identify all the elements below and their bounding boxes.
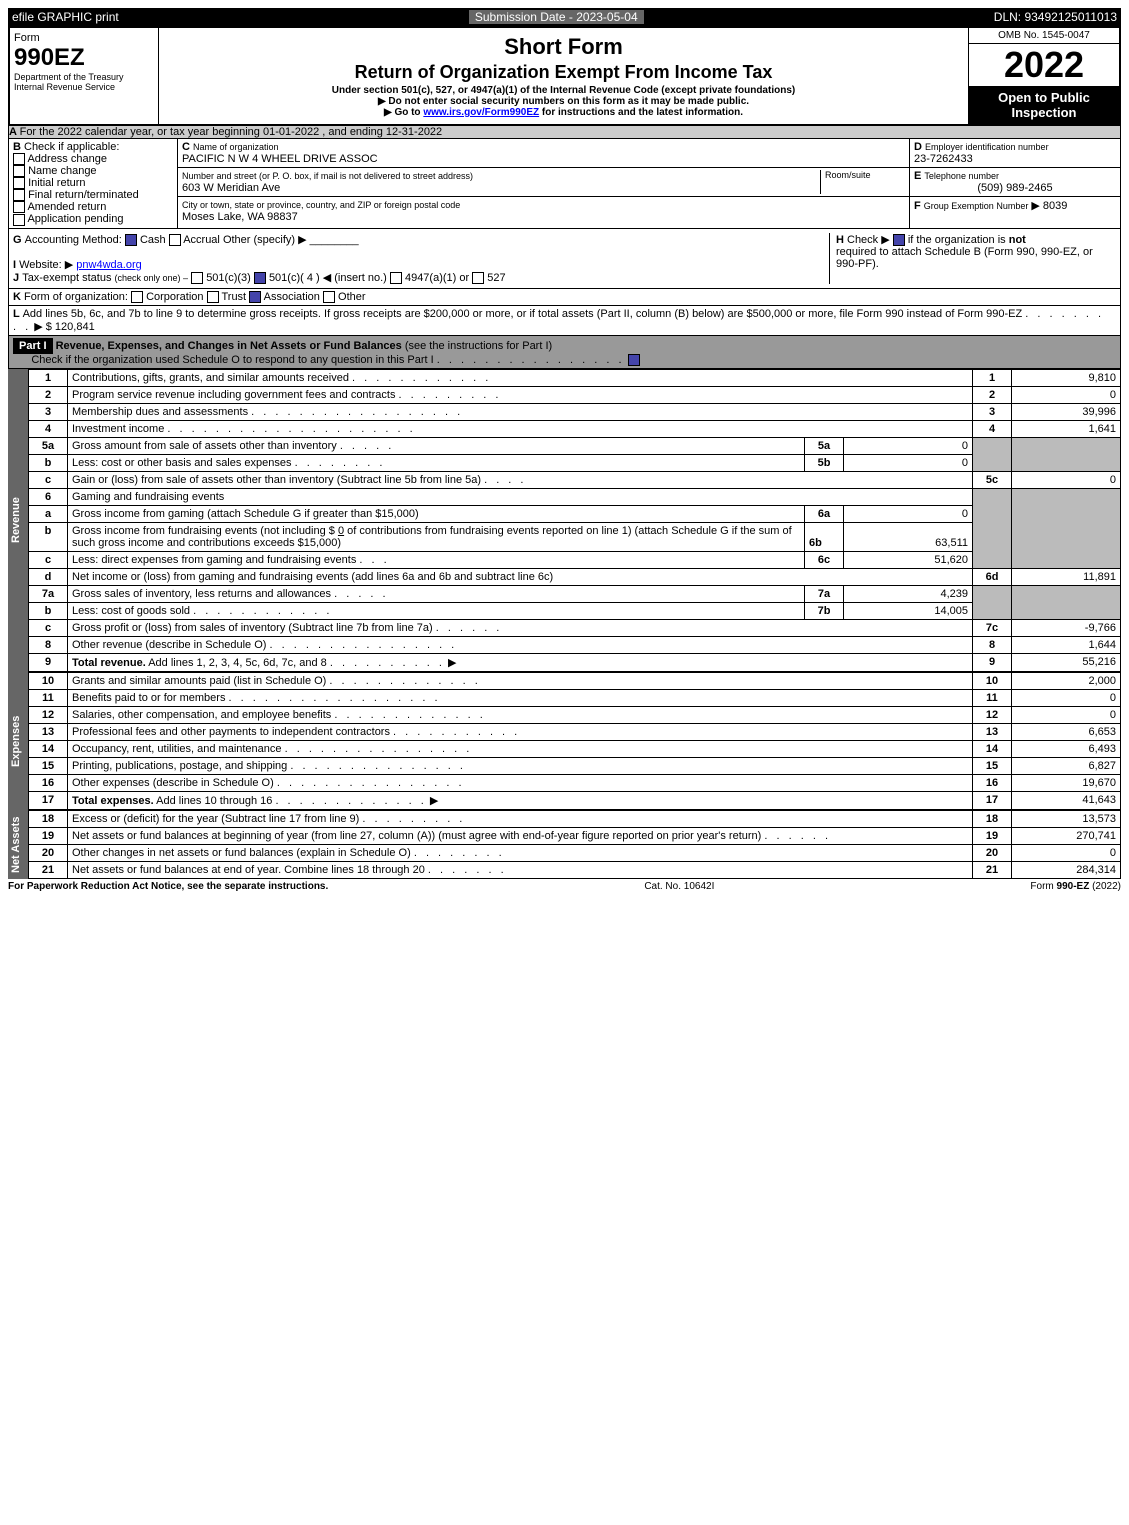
amt-1: 9,810 — [1012, 369, 1121, 386]
amt-9: 55,216 — [1012, 653, 1121, 671]
amt-2: 0 — [1012, 386, 1121, 403]
check-initial[interactable] — [13, 177, 25, 189]
B-label: Check if applicable: — [24, 141, 119, 153]
amt-4: 1,641 — [1012, 420, 1121, 437]
L-line: L Add lines 5b, 6c, and 7b to line 9 to … — [8, 306, 1121, 336]
amt-7c: -9,766 — [1012, 619, 1121, 636]
amt-11: 0 — [1012, 689, 1121, 706]
check-pending[interactable] — [13, 214, 25, 226]
sub-7a: 4,239 — [843, 586, 972, 602]
amt-10: 2,000 — [1012, 672, 1121, 689]
check-address[interactable] — [13, 153, 25, 165]
dln: DLN: 93492125011013 — [994, 10, 1117, 24]
amt-14: 6,493 — [1012, 740, 1121, 757]
goto-note: ▶ Go to www.irs.gov/Form990EZ for instru… — [163, 107, 964, 118]
check-501c[interactable] — [254, 272, 266, 284]
check-assoc[interactable] — [249, 291, 261, 303]
city: Moses Lake, WA 98837 — [182, 211, 298, 223]
open-inspection: Open to Public Inspection — [969, 86, 1119, 124]
check-527[interactable] — [472, 272, 484, 284]
revenue-block: Revenue 1Contributions, gifts, grants, a… — [8, 369, 1121, 672]
amt-16: 19,670 — [1012, 774, 1121, 791]
group-exempt: ▶ 8039 — [1031, 200, 1067, 212]
check-trust[interactable] — [207, 291, 219, 303]
under-section: Under section 501(c), 527, or 4947(a)(1)… — [163, 85, 964, 96]
form-number: 990EZ — [14, 44, 154, 72]
sub-7b: 14,005 — [843, 603, 972, 619]
amt-13: 6,653 — [1012, 723, 1121, 740]
sub-6a: 0 — [843, 506, 972, 522]
irs: Internal Revenue Service — [14, 82, 154, 92]
submission-date-badge: Submission Date - 2023-05-04 — [469, 10, 644, 24]
K-line: K Form of organization: Corporation Trus… — [8, 289, 1121, 306]
check-accrual[interactable] — [169, 234, 181, 246]
amt-3: 39,996 — [1012, 403, 1121, 420]
phone: (509) 989-2465 — [914, 182, 1116, 194]
efile-label: efile GRAPHIC print — [12, 10, 119, 24]
gross-receipts: ▶ $ 120,841 — [34, 321, 94, 333]
return-title: Return of Organization Exempt From Incom… — [165, 62, 962, 83]
amt-18: 13,573 — [1012, 810, 1121, 827]
website-link[interactable]: pnw4wda.org — [76, 259, 141, 271]
page-footer: For Paperwork Reduction Act Notice, see … — [8, 879, 1121, 892]
part1-header: Part I Revenue, Expenses, and Changes in… — [8, 336, 1121, 369]
dept: Department of the Treasury — [14, 72, 154, 82]
sub-5a: 0 — [843, 438, 972, 454]
amt-17: 41,643 — [1012, 791, 1121, 809]
check-H[interactable] — [893, 234, 905, 246]
check-amended[interactable] — [13, 201, 25, 213]
org-name: PACIFIC N W 4 WHEEL DRIVE ASSOC — [182, 153, 378, 165]
ssn-note: ▶ Do not enter social security numbers o… — [163, 96, 964, 107]
amt-19: 270,741 — [1012, 827, 1121, 844]
check-other-org[interactable] — [323, 291, 335, 303]
omb: OMB No. 1545-0047 — [969, 28, 1119, 44]
cat-no: Cat. No. 10642I — [644, 881, 714, 892]
amt-6d: 11,891 — [1012, 568, 1121, 585]
ein: 23-7262433 — [914, 153, 973, 165]
tax-year: 2022 — [969, 44, 1119, 86]
check-schedO[interactable] — [628, 354, 640, 366]
check-cash[interactable] — [125, 234, 137, 246]
check-501c3[interactable] — [191, 272, 203, 284]
street: 603 W Meridian Ave — [182, 182, 280, 194]
irs-link[interactable]: www.irs.gov/Form990EZ — [423, 107, 539, 118]
amt-8: 1,644 — [1012, 636, 1121, 653]
check-4947[interactable] — [390, 272, 402, 284]
G-H-line: G Accounting Method: Cash Accrual Other … — [8, 229, 1121, 289]
line-A: A For the 2022 calendar year, or tax yea… — [8, 126, 1121, 139]
sub-6b: 63,511 — [843, 523, 972, 551]
amt-5c: 0 — [1012, 471, 1121, 488]
sub-5b: 0 — [843, 455, 972, 471]
title-header: Form 990EZ Department of the Treasury In… — [8, 26, 1121, 126]
check-final[interactable] — [13, 189, 25, 201]
form-word: Form — [14, 32, 154, 44]
netassets-block: Net Assets 18Excess or (deficit) for the… — [8, 810, 1121, 879]
short-form: Short Form — [165, 34, 962, 60]
expenses-block: Expenses 10Grants and similar amounts pa… — [8, 672, 1121, 810]
check-name[interactable] — [13, 165, 25, 177]
amt-21: 284,314 — [1012, 861, 1121, 878]
amt-20: 0 — [1012, 844, 1121, 861]
org-info-block: B Check if applicable: Address change Na… — [8, 139, 1121, 229]
check-corp[interactable] — [131, 291, 143, 303]
amt-12: 0 — [1012, 706, 1121, 723]
amt-15: 6,827 — [1012, 757, 1121, 774]
sub-6c: 51,620 — [843, 552, 972, 568]
top-bar: efile GRAPHIC print Submission Date - 20… — [8, 8, 1121, 26]
